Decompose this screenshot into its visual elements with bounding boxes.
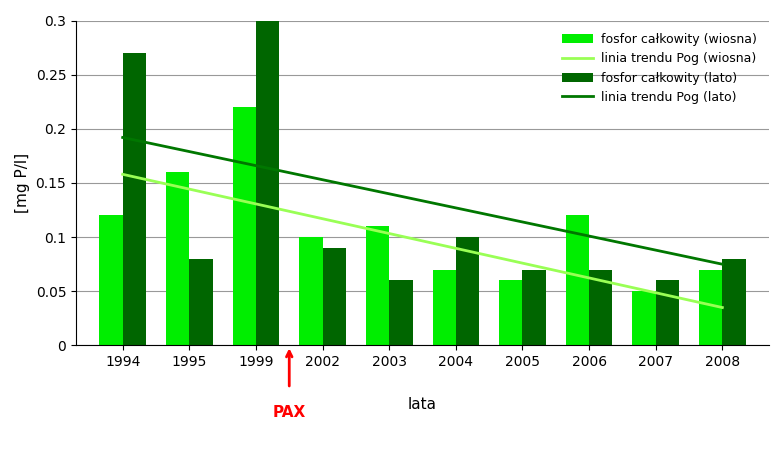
Bar <box>589 270 612 345</box>
Bar <box>499 281 522 345</box>
Bar <box>566 215 589 345</box>
Bar <box>299 237 322 345</box>
Bar <box>166 172 189 345</box>
Bar <box>100 215 122 345</box>
Bar <box>699 270 722 345</box>
Bar <box>256 21 279 345</box>
Y-axis label: [mg P/l]: [mg P/l] <box>15 153 30 213</box>
Bar <box>122 53 146 345</box>
Bar <box>189 259 212 345</box>
Bar <box>456 237 479 345</box>
Bar <box>522 270 546 345</box>
Bar <box>633 291 655 345</box>
Bar <box>366 226 389 345</box>
X-axis label: lata: lata <box>408 397 437 412</box>
Bar <box>389 281 412 345</box>
Bar <box>233 107 256 345</box>
Text: PAX: PAX <box>273 405 306 420</box>
Bar <box>433 270 456 345</box>
Bar <box>722 259 746 345</box>
Bar <box>655 281 679 345</box>
Bar <box>322 248 346 345</box>
Legend: fosfor całkowity (wiosna), linia trendu Pog (wiosna), fosfor całkowity (lato), l: fosfor całkowity (wiosna), linia trendu … <box>556 27 763 110</box>
